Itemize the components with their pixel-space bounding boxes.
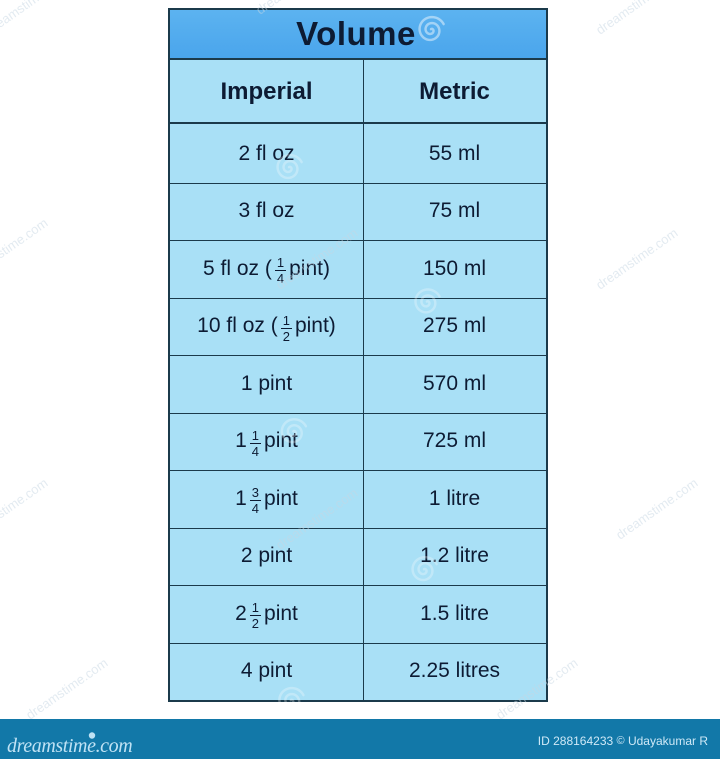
svg-text:dreamstime.com: dreamstime.com <box>593 225 680 292</box>
svg-text:dreamstime.com: dreamstime.com <box>0 0 70 37</box>
svg-text:dreamstime.com: dreamstime.com <box>0 475 50 542</box>
svg-text:dreamstime.com: dreamstime.com <box>7 735 132 757</box>
svg-text:dreamstime.com: dreamstime.com <box>613 475 700 542</box>
svg-text:dreamstime.com: dreamstime.com <box>593 0 680 37</box>
svg-text:dreamstime.com: dreamstime.com <box>0 215 50 282</box>
svg-text:dreamstime.com: dreamstime.com <box>23 655 110 722</box>
